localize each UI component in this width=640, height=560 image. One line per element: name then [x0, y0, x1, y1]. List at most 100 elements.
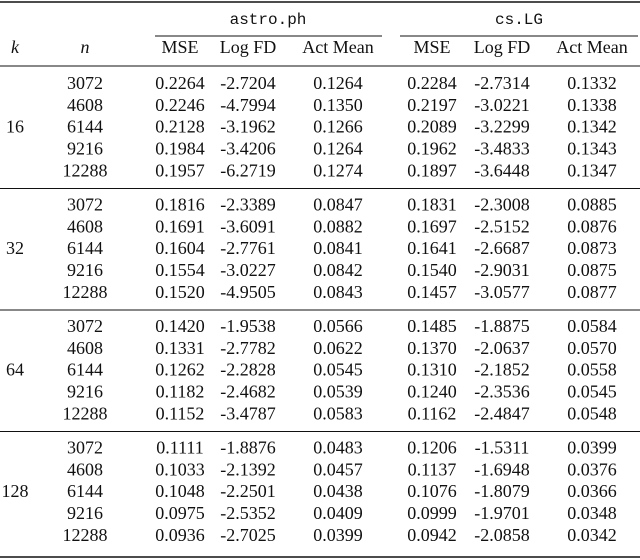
- column-header: Log FD: [474, 37, 531, 57]
- value-cell: 0.1262: [155, 360, 205, 380]
- column-header: n: [81, 37, 90, 57]
- n-cell: 6144: [67, 360, 103, 380]
- k-label: 32: [6, 238, 24, 258]
- value-cell: 0.1816: [155, 195, 205, 215]
- value-cell: 0.0566: [313, 316, 363, 336]
- value-cell: 0.0545: [567, 382, 617, 402]
- value-cell: 0.0483: [313, 438, 363, 458]
- value-cell: -1.9538: [220, 316, 276, 336]
- value-cell: 0.1332: [567, 73, 617, 93]
- value-cell: -2.3389: [220, 195, 276, 215]
- value-cell: 0.0936: [155, 525, 205, 545]
- value-cell: 0.1604: [155, 238, 205, 258]
- value-cell: 0.1457: [407, 282, 457, 302]
- value-cell: -3.2299: [474, 117, 530, 137]
- value-cell: -3.4833: [474, 139, 530, 159]
- value-cell: -3.4787: [220, 403, 276, 423]
- value-cell: 0.0366: [567, 481, 617, 501]
- value-cell: 0.0885: [567, 195, 617, 215]
- value-cell: 0.0622: [313, 338, 363, 358]
- value-cell: -2.1392: [220, 459, 276, 479]
- column-header: k: [11, 37, 20, 57]
- value-cell: 0.0545: [313, 360, 363, 380]
- value-cell: 0.1554: [155, 260, 205, 280]
- value-cell: 0.0975: [155, 503, 205, 523]
- value-cell: 0.0376: [567, 459, 617, 479]
- value-cell: 0.1137: [408, 459, 457, 479]
- k-label: 16: [6, 117, 24, 137]
- value-cell: -2.0858: [474, 525, 530, 545]
- value-cell: 0.1984: [155, 139, 205, 159]
- value-cell: 0.1264: [313, 139, 363, 159]
- value-cell: -2.5152: [474, 216, 530, 236]
- value-cell: 0.1897: [407, 160, 457, 180]
- value-cell: 0.0873: [567, 238, 617, 258]
- value-cell: -2.1852: [474, 360, 530, 380]
- value-cell: 0.1350: [313, 95, 363, 115]
- value-cell: 0.1347: [567, 160, 617, 180]
- value-cell: -1.5311: [475, 438, 530, 458]
- value-cell: 0.1343: [567, 139, 617, 159]
- value-cell: -6.2719: [220, 160, 276, 180]
- value-cell: -2.5352: [220, 503, 276, 523]
- value-cell: -2.7761: [220, 238, 276, 258]
- column-header: MSE: [161, 37, 198, 57]
- value-cell: 0.1485: [407, 316, 457, 336]
- value-cell: 0.1206: [407, 438, 457, 458]
- value-cell: 0.1310: [407, 360, 457, 380]
- value-cell: 0.0539: [313, 382, 363, 402]
- value-cell: -1.8875: [474, 316, 530, 336]
- value-cell: 0.0942: [407, 525, 457, 545]
- value-cell: 0.1048: [155, 481, 205, 501]
- value-cell: 0.0548: [567, 403, 617, 423]
- value-cell: -3.0227: [220, 260, 276, 280]
- n-cell: 6144: [67, 117, 103, 137]
- value-cell: 0.0348: [567, 503, 617, 523]
- value-cell: -3.0577: [474, 282, 530, 302]
- n-cell: 3072: [67, 73, 103, 93]
- value-cell: 0.1831: [407, 195, 457, 215]
- value-cell: 0.0882: [313, 216, 363, 236]
- value-cell: 0.1152: [156, 403, 205, 423]
- value-cell: 0.1331: [155, 338, 205, 358]
- value-cell: 0.0876: [567, 216, 617, 236]
- value-cell: -3.6448: [474, 160, 530, 180]
- n-cell: 9216: [67, 139, 103, 159]
- group-header: cs.LG: [495, 11, 543, 29]
- value-cell: -2.7204: [220, 73, 276, 93]
- group-header: astro.ph: [230, 11, 307, 29]
- n-cell: 3072: [67, 316, 103, 336]
- value-cell: 0.0843: [313, 282, 363, 302]
- n-cell: 3072: [67, 438, 103, 458]
- value-cell: 0.1162: [408, 403, 457, 423]
- value-cell: -4.9505: [220, 282, 276, 302]
- value-cell: -3.6091: [220, 216, 276, 236]
- column-header: Act Mean: [302, 37, 373, 57]
- n-cell: 9216: [67, 503, 103, 523]
- value-cell: 0.2089: [407, 117, 457, 137]
- value-cell: -2.3008: [474, 195, 530, 215]
- value-cell: -2.7314: [474, 73, 530, 93]
- value-cell: -1.6948: [474, 459, 530, 479]
- value-cell: 0.0457: [313, 459, 363, 479]
- value-cell: -3.1962: [220, 117, 276, 137]
- value-cell: 0.0409: [313, 503, 363, 523]
- value-cell: 0.0875: [567, 260, 617, 280]
- value-cell: 0.1274: [313, 160, 363, 180]
- n-cell: 12288: [63, 160, 108, 180]
- n-cell: 6144: [67, 481, 103, 501]
- value-cell: 0.0399: [567, 438, 617, 458]
- value-cell: 0.1182: [156, 382, 205, 402]
- n-cell: 12288: [63, 403, 108, 423]
- value-cell: 0.0438: [313, 481, 363, 501]
- value-cell: -1.9701: [474, 503, 530, 523]
- value-cell: 0.2128: [155, 117, 205, 137]
- value-cell: 0.1957: [155, 160, 205, 180]
- column-header: MSE: [413, 37, 450, 57]
- value-cell: 0.1540: [407, 260, 457, 280]
- column-header: Act Mean: [556, 37, 627, 57]
- value-cell: 0.2197: [407, 95, 457, 115]
- value-cell: -1.8079: [474, 481, 530, 501]
- value-cell: 0.1420: [155, 316, 205, 336]
- value-cell: -2.7025: [220, 525, 276, 545]
